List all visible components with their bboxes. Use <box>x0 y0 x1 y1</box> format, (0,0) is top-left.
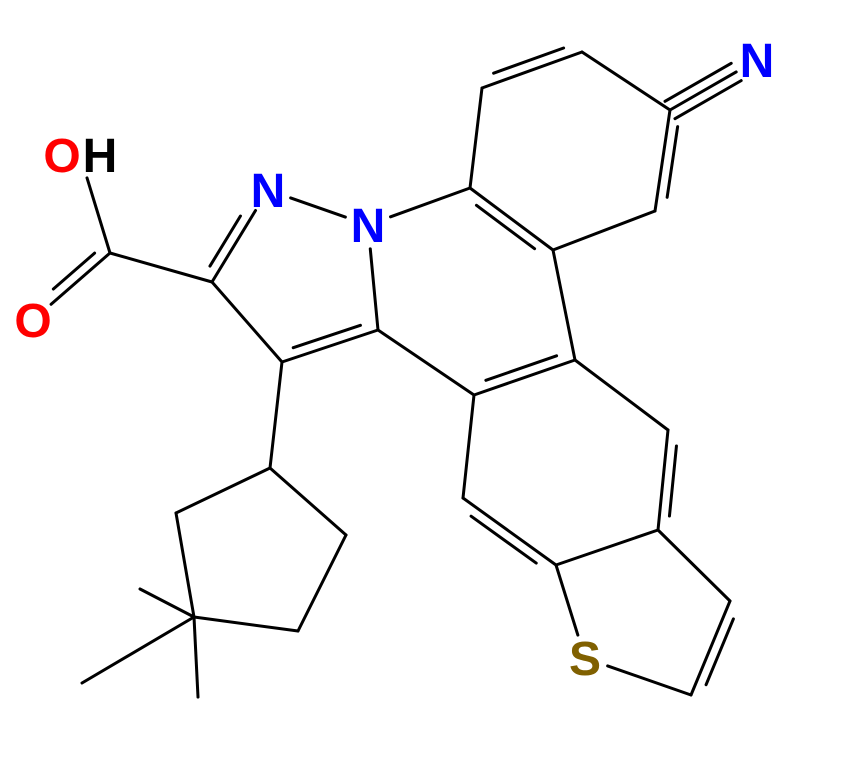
atom-label-O: O <box>14 295 51 348</box>
atom-label-O: O <box>43 130 80 183</box>
molecule-diagram: NNOOHSN <box>0 0 852 770</box>
atom-label-H: H <box>83 130 118 183</box>
atom-label-N: N <box>351 200 386 253</box>
atom-label-N: N <box>740 35 775 88</box>
atom-label-N: N <box>251 165 286 218</box>
atom-label-S: S <box>569 633 601 686</box>
